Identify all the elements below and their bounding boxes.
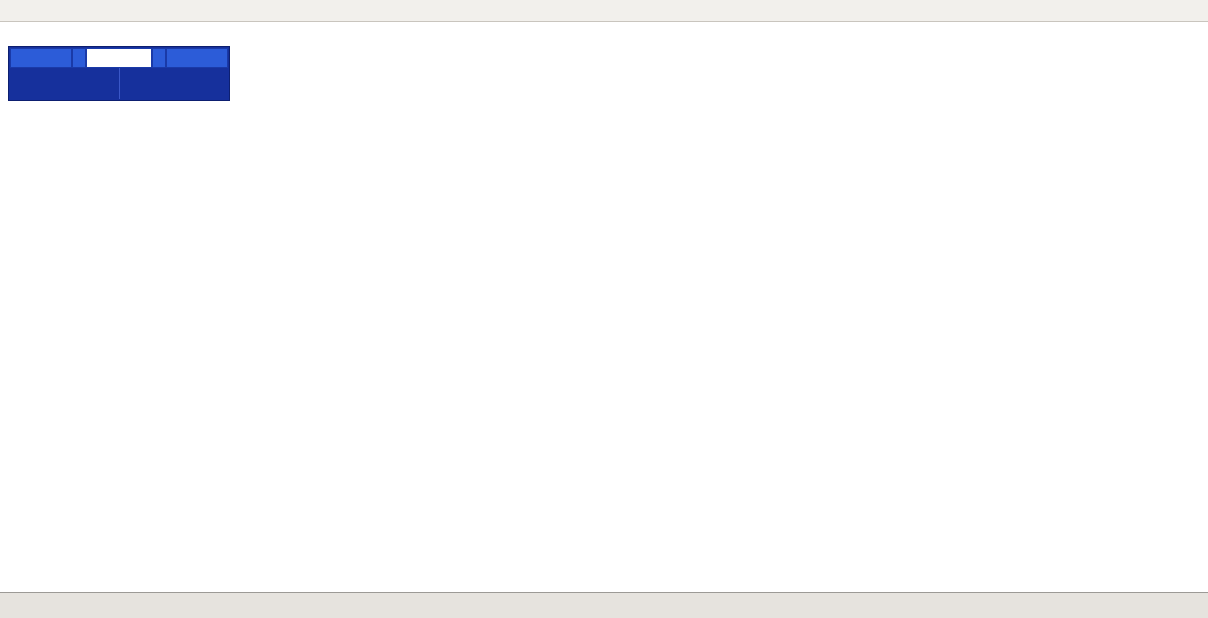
one-click-trading-panel [8,46,230,101]
macd-indicator-label [10,423,20,433]
timeframe-toolbar [0,0,1208,22]
price-chart-canvas[interactable] [0,22,1208,592]
sell-price-display[interactable] [10,68,119,99]
volume-input[interactable] [86,48,152,68]
chart-ohlc-title [10,27,13,37]
buy-button[interactable] [166,48,228,68]
sell-button[interactable] [10,48,72,68]
volume-increase-button[interactable] [152,48,166,68]
volume-decrease-button[interactable] [72,48,86,68]
rsi-indicator-label [10,495,15,505]
chart-tabs-bar [0,592,1208,618]
buy-price-display[interactable] [118,68,229,99]
